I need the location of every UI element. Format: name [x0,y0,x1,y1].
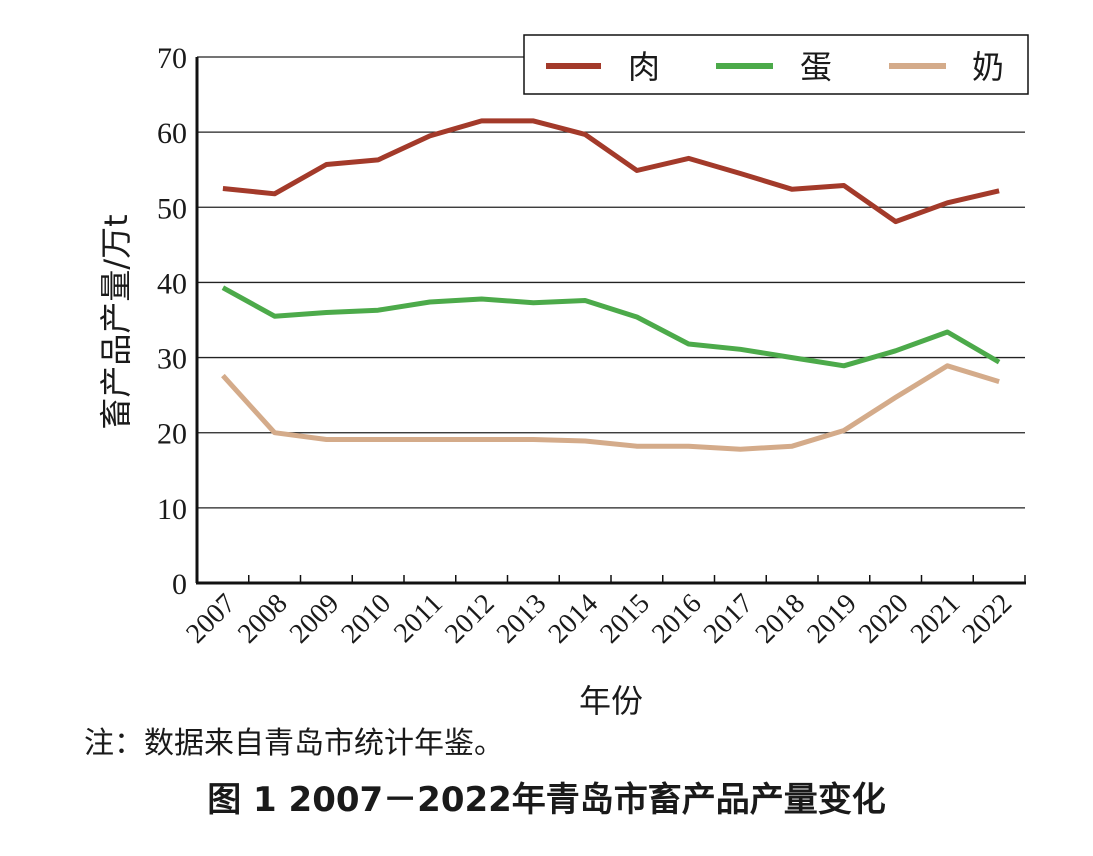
axes [195,57,1026,585]
x-tick-label: 2010 [336,588,398,650]
x-tick-label: 2021 [905,588,967,650]
x-tick-label: 2017 [698,588,760,650]
x-tick-label: 2018 [750,588,812,650]
legend-label-1: 蛋 [800,48,832,86]
y-tick-label: 50 [157,192,187,225]
x-tick-label: 2012 [439,588,501,650]
y-tick-label: 60 [157,117,187,150]
x-tick-label: 2020 [853,588,915,650]
x-tick-label: 2019 [801,588,863,650]
gridlines [197,56,1025,509]
legend-label-2: 奶 [972,48,1004,86]
x-tick-label: 2011 [388,588,449,649]
y-tick-label: 20 [157,418,187,451]
y-tick-labels: 0 10 20 30 40 50 60 70 [157,42,187,601]
x-tick-label: 2009 [284,588,346,650]
series-lines [221,118,1001,452]
x-tick-labels: 2007200820092010201120122013201420152016… [180,588,1018,650]
x-axis-label: 年份 [579,682,643,720]
x-tick-label: 2013 [491,588,553,650]
x-tick-label: 2022 [957,588,1019,650]
y-axis-label: 畜产品产量/万t [97,214,135,429]
legend-label-0: 肉 [628,48,660,86]
x-tick-label: 2016 [646,588,708,650]
y-tick-label: 10 [157,493,187,526]
series-line-0 [222,118,1000,225]
data-source-note: 注：数据来自青岛市统计年鉴。 [84,726,504,761]
legend: 肉蛋奶 [523,34,1029,95]
y-tick-label: 30 [157,343,187,376]
series-line-2 [221,363,1000,452]
line-chart: 0 10 20 30 40 50 60 70 200720082009201020112012… [97,34,1029,720]
y-tick-label: 40 [157,267,187,300]
x-tick-label: 2015 [594,588,656,650]
series-line-1 [221,285,1001,369]
figure-caption: 图 1 2007－2022年青岛市畜产品产量变化 [207,780,886,820]
x-tick-label: 2007 [180,588,242,650]
y-tick-label: 0 [172,568,187,601]
x-tick-label: 2014 [543,588,605,650]
x-tick-label: 2008 [232,588,294,650]
y-tick-label: 70 [157,42,187,75]
